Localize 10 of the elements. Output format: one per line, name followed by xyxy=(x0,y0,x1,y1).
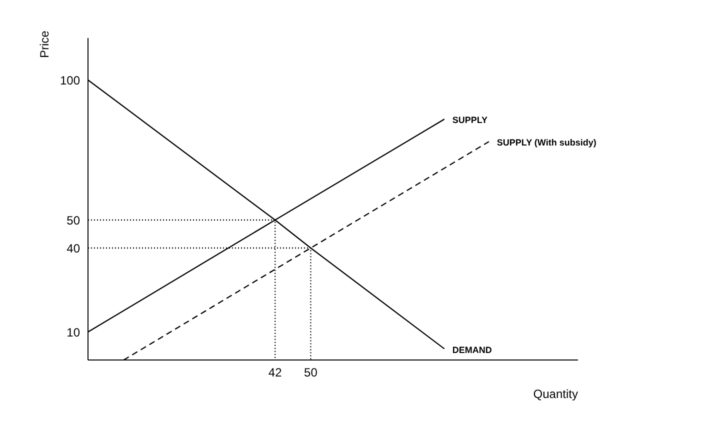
y-tick-label: 10 xyxy=(66,325,80,340)
y-tick-label: 100 xyxy=(60,73,80,88)
x-tick-label: 42 xyxy=(268,366,282,380)
y-tick-label: 50 xyxy=(66,213,80,228)
series-label: DEMAND xyxy=(452,344,492,355)
y-tick-label: 40 xyxy=(66,241,80,256)
y-axis-title: Price xyxy=(38,30,52,58)
series-label: SUPPLY xyxy=(452,115,488,126)
x-axis-title: Quantity xyxy=(533,387,578,401)
series-label: SUPPLY (With subsidy) xyxy=(496,138,596,148)
